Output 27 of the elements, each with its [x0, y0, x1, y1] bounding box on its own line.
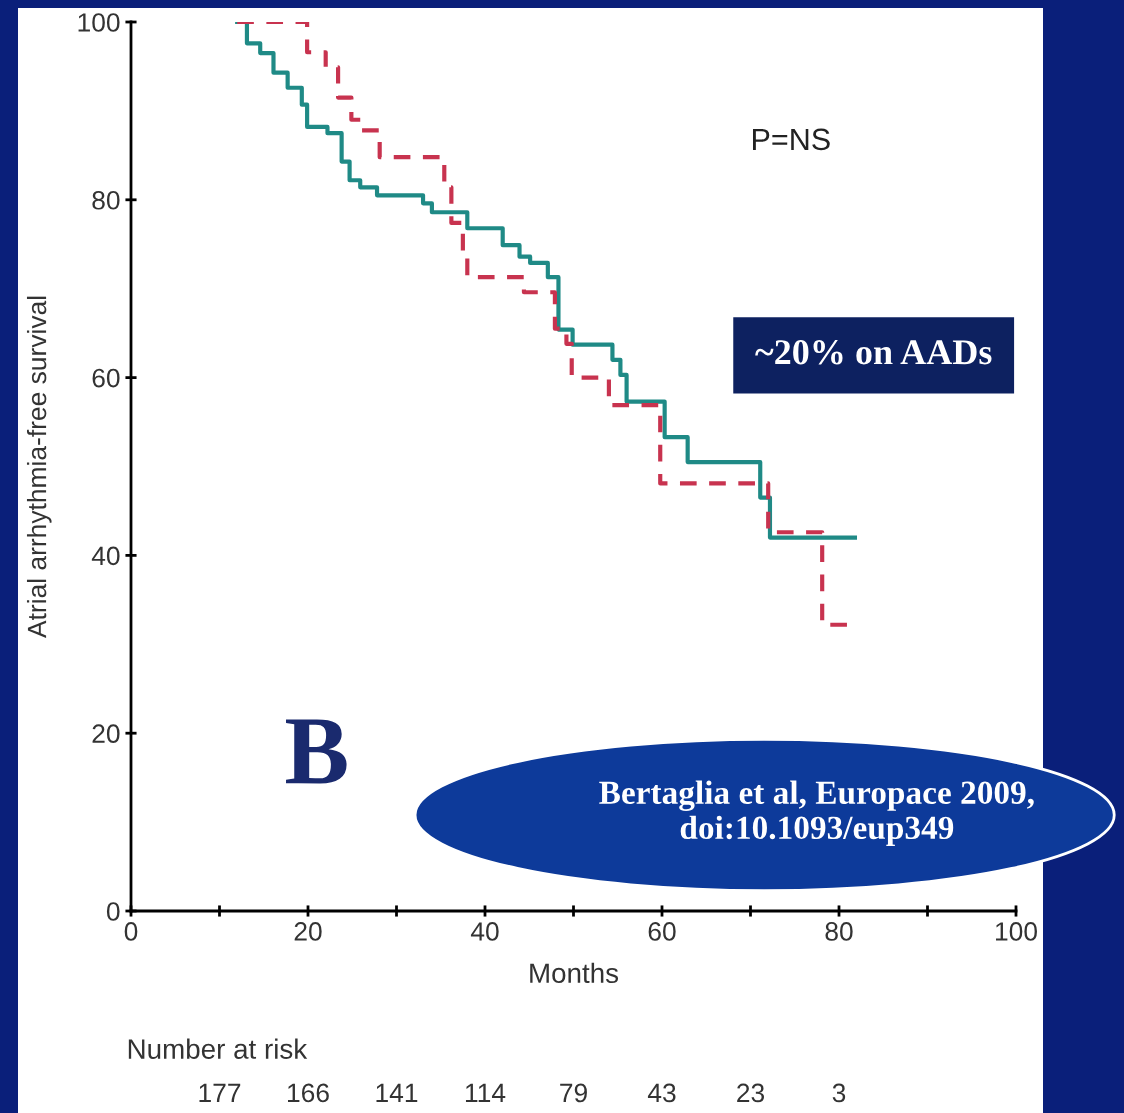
y-tick-label: 0: [106, 902, 120, 921]
x-tick-label: 60: [648, 922, 676, 941]
text: 141: [376, 1083, 418, 1103]
annotation: ~20% on AADs: [755, 340, 992, 365]
x-tick-label: 40: [470, 922, 499, 941]
x-tick-label: 0: [124, 922, 138, 941]
y-tick-label: 60: [92, 368, 120, 388]
y-tick-label: 40: [91, 546, 120, 566]
x-tick-label: 20: [294, 922, 322, 941]
x-tick-label: 100: [996, 922, 1037, 941]
y-tick-label: 80: [92, 190, 120, 210]
y-axis-title: Atrial arrhythmia-free survival: [26, 296, 52, 639]
annotation: Bertaglia et al, Europace 2009, doi:10.1093/eup349: [599, 780, 1034, 846]
text: 23: [737, 1083, 765, 1103]
text: 79: [560, 1083, 587, 1103]
text: 3: [832, 1083, 846, 1103]
text: 114: [465, 1083, 506, 1103]
x-tick-label: 80: [825, 922, 853, 941]
text: Number at risk: [128, 1038, 308, 1059]
text: 177: [199, 1083, 241, 1103]
annotation: B: [286, 719, 347, 784]
y-tick-label: 100: [78, 13, 120, 32]
text: 166: [288, 1083, 329, 1103]
text: 43: [647, 1083, 676, 1103]
y-tick-label: 20: [92, 724, 120, 744]
annotation: P=NS: [753, 128, 830, 151]
x-axis-title: Months: [530, 962, 619, 984]
